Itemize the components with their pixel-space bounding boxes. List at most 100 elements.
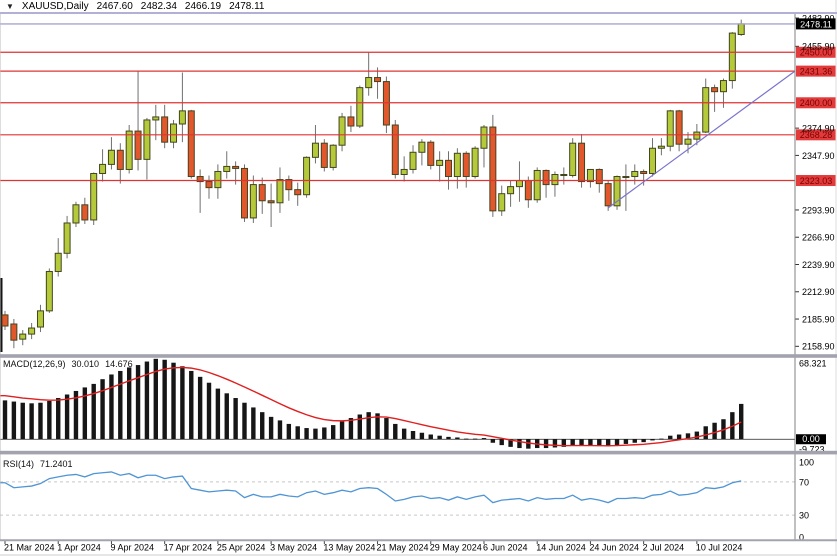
bear-candle[interactable] <box>232 165 240 169</box>
bull-candle[interactable] <box>622 176 630 179</box>
bull-candle[interactable] <box>99 163 107 174</box>
bear-candle[interactable] <box>462 152 470 178</box>
price-axis[interactable]: 2450.00 2431.36 2400.00 2368.28 2323.03 2478.… <box>795 13 836 542</box>
bear-candle[interactable] <box>320 142 328 168</box>
bear-candle[interactable] <box>81 204 89 221</box>
bull-candle[interactable] <box>303 156 311 196</box>
bear-candle[interactable] <box>711 87 719 93</box>
bear-candle[interactable] <box>445 159 452 178</box>
bear-candle[interactable] <box>675 110 683 145</box>
bear-candle[interactable] <box>595 168 603 185</box>
bull-candle[interactable] <box>329 144 337 168</box>
bear-candle[interactable] <box>489 126 497 212</box>
bull-candle[interactable] <box>569 142 577 177</box>
bull-candle[interactable] <box>365 77 373 89</box>
bull-candle[interactable] <box>45 270 53 312</box>
bull-candle[interactable] <box>657 145 665 149</box>
bull-candle[interactable] <box>498 193 506 212</box>
date-label: 24 Jun 2024 <box>589 542 639 552</box>
bull-candle[interactable] <box>409 151 417 170</box>
bull-candle[interactable] <box>28 327 36 335</box>
rsi-line[interactable] <box>0 471 742 504</box>
time-axis[interactable]: 21 Mar 2024 1 Apr 2024 9 Apr 2024 17 Apr 20… <box>4 540 742 553</box>
bull-candle[interactable] <box>170 123 178 143</box>
bull-candle[interactable] <box>63 222 71 254</box>
bull-candle[interactable] <box>400 168 408 176</box>
bull-candle[interactable] <box>551 174 559 186</box>
bear-candle[interactable] <box>187 110 195 178</box>
bull-candle[interactable] <box>249 184 257 219</box>
bear-candle[interactable] <box>116 149 124 170</box>
bull-candle[interactable] <box>586 168 594 183</box>
bear-candle[interactable] <box>10 323 18 341</box>
bear-candle[interactable] <box>578 142 586 183</box>
bull-candle[interactable] <box>54 252 62 272</box>
bear-candle[interactable] <box>196 176 204 183</box>
bull-candle[interactable] <box>737 23 745 36</box>
bull-candle[interactable] <box>719 80 727 93</box>
price-panel[interactable] <box>0 19 795 352</box>
bear-candle[interactable] <box>374 77 382 83</box>
bull-candle[interactable] <box>728 32 736 82</box>
bull-candle[interactable] <box>418 141 426 153</box>
bull-candle[interactable] <box>311 142 319 158</box>
bull-candle[interactable] <box>276 179 284 204</box>
macd-signal-line[interactable] <box>0 366 742 447</box>
bull-candle[interactable] <box>356 87 364 127</box>
bull-candle[interactable] <box>515 180 523 188</box>
bear-candle[interactable] <box>427 141 435 166</box>
bear-candle[interactable] <box>391 124 399 176</box>
macd-histogram-bar <box>339 421 345 440</box>
bear-candle[interactable] <box>258 184 266 202</box>
bear-candle[interactable] <box>205 181 213 189</box>
rsi-panel[interactable] <box>0 471 795 516</box>
bear-candle[interactable] <box>267 200 275 204</box>
bull-candle[interactable] <box>631 170 639 178</box>
bull-candle[interactable] <box>90 172 98 221</box>
bull-candle[interactable] <box>19 333 27 340</box>
bull-candle[interactable] <box>223 165 231 172</box>
bull-candle[interactable] <box>72 204 80 224</box>
bull-candle[interactable] <box>649 147 657 174</box>
bull-candle[interactable] <box>471 147 479 178</box>
bull-candle[interactable] <box>693 131 701 140</box>
trendline[interactable] <box>607 70 795 209</box>
bull-candle[interactable] <box>178 110 186 125</box>
symbol-dropdown-icon[interactable]: ▼ <box>6 2 14 11</box>
bull-candle[interactable] <box>533 169 541 201</box>
bear-candle[interactable] <box>542 169 550 186</box>
bull-candle[interactable] <box>613 176 621 207</box>
bear-candle[interactable] <box>285 179 293 191</box>
macd-panel[interactable] <box>0 358 795 449</box>
bear-candle[interactable] <box>161 116 169 143</box>
panel-splitter-macd[interactable] <box>0 354 837 358</box>
bear-candle[interactable] <box>134 130 142 160</box>
bull-candle[interactable] <box>507 186 515 195</box>
bear-candle[interactable] <box>1 314 9 327</box>
macd-histogram-bar <box>552 439 558 448</box>
bear-candle[interactable] <box>294 189 302 196</box>
bull-candle[interactable] <box>214 170 222 189</box>
bear-candle[interactable] <box>604 183 612 207</box>
bear-candle[interactable] <box>560 174 568 177</box>
bear-candle[interactable] <box>524 180 532 201</box>
bull-candle[interactable] <box>36 310 44 328</box>
panel-splitter-rsi[interactable] <box>0 450 837 455</box>
bull-candle[interactable] <box>684 138 692 145</box>
bull-candle[interactable] <box>666 110 674 147</box>
bull-candle[interactable] <box>143 119 151 160</box>
bear-candle[interactable] <box>640 170 648 174</box>
bear-candle[interactable] <box>240 167 248 219</box>
bull-candle[interactable] <box>480 126 488 149</box>
bull-candle[interactable] <box>152 116 160 121</box>
bull-candle[interactable] <box>107 149 115 165</box>
macd-name: MACD(12,26,9) <box>3 359 66 369</box>
bear-candle[interactable] <box>347 116 355 127</box>
bull-candle[interactable] <box>436 159 444 166</box>
bull-candle[interactable] <box>338 116 346 146</box>
bull-candle[interactable] <box>453 152 461 178</box>
bull-candle[interactable] <box>702 87 710 133</box>
macd-histogram-bar <box>189 370 194 440</box>
bull-candle[interactable] <box>125 130 133 170</box>
